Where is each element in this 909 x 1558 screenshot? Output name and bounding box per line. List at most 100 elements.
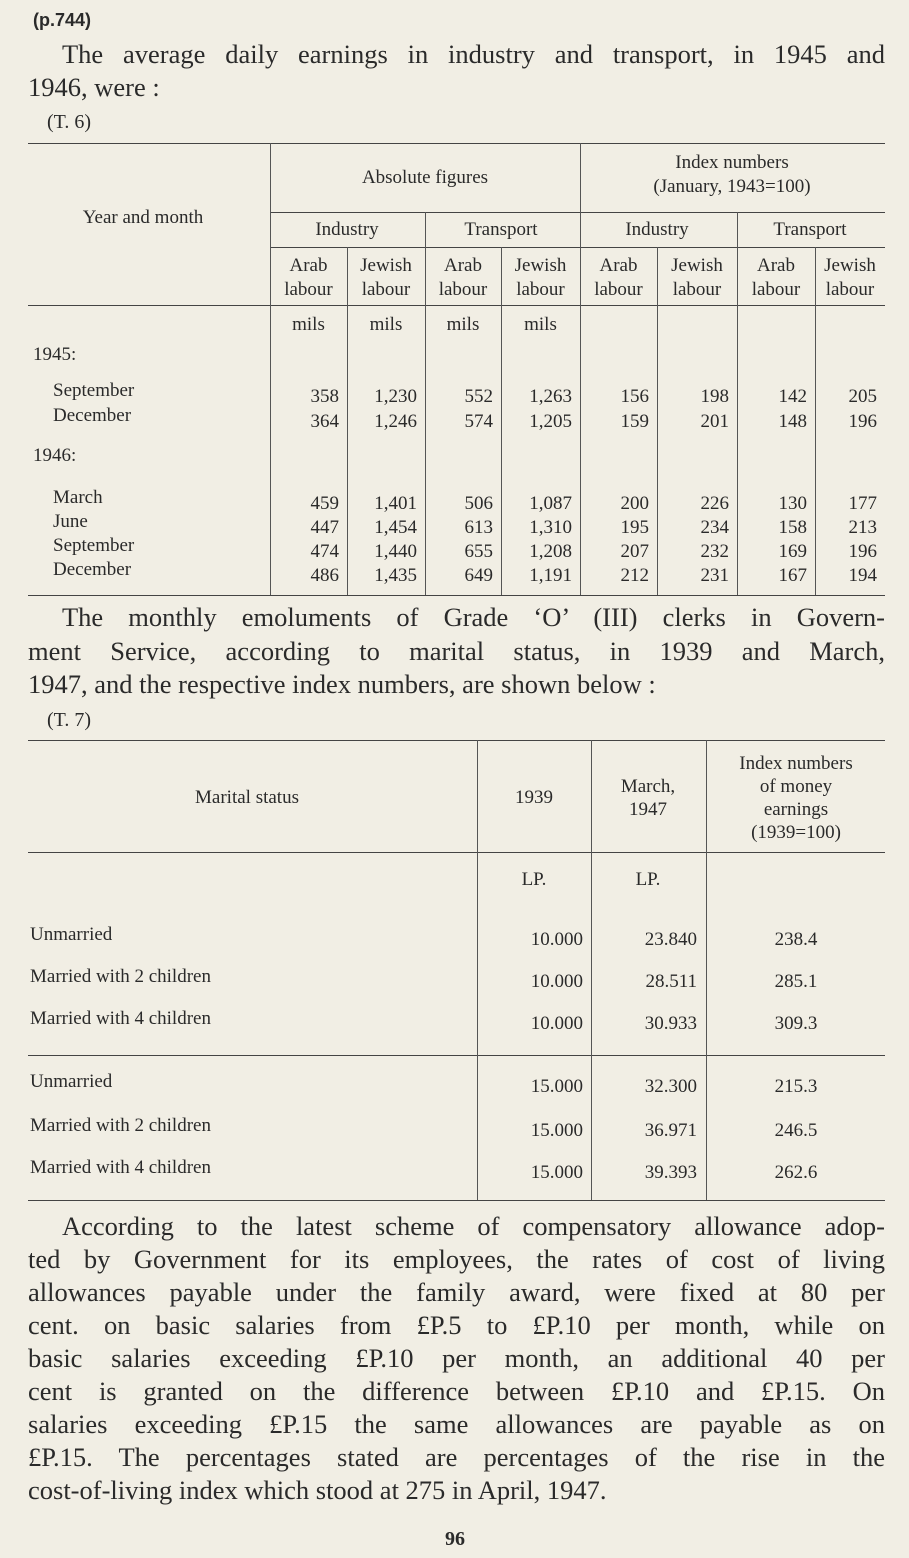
rule <box>270 247 885 249</box>
table-cell: 655 <box>464 541 494 562</box>
table-cell: 1,263 <box>529 386 572 407</box>
paragraph-line: 1947, and the respective index numbers, … <box>28 669 656 699</box>
rule <box>477 740 479 1200</box>
column-header: (1939=100) <box>751 821 841 843</box>
row-label: Married with 4 children <box>30 1157 211 1178</box>
column-header: Transport <box>464 219 538 240</box>
column-header: labour <box>825 279 875 300</box>
table-cell: 10.000 <box>530 1013 583 1034</box>
rule <box>501 247 503 595</box>
table-cell: 1,435 <box>374 565 417 586</box>
table-cell: 194 <box>848 565 878 586</box>
table-cell: 207 <box>620 541 650 562</box>
table-cell: 1,440 <box>374 541 417 562</box>
paragraph-line: 1946, were : <box>28 72 160 102</box>
unit-label: mils <box>369 314 403 335</box>
column-header: labour <box>672 279 722 300</box>
column-header: Industry <box>315 219 379 240</box>
table-cell: 1,191 <box>529 565 572 586</box>
row-label: Married with 4 children <box>30 1008 211 1029</box>
table-cell: 1,208 <box>529 541 572 562</box>
table-cell: 506 <box>464 493 494 514</box>
table-cell: 1,401 <box>374 493 417 514</box>
table-cell: 39.393 <box>644 1162 697 1183</box>
column-header: Arab <box>757 255 795 276</box>
column-header: Industry <box>625 219 689 240</box>
paragraph-line: The monthly emoluments of Grade ‘O’ (III… <box>62 602 885 632</box>
column-header: Jewish <box>514 255 567 276</box>
paragraph-line: According to the latest scheme of compen… <box>62 1211 885 1241</box>
page-reference: (p.744) <box>33 10 92 30</box>
paragraph-line: £P.15. The percentages stated are percen… <box>28 1442 885 1472</box>
rule <box>270 212 885 214</box>
column-header: Absolute figures <box>361 167 489 188</box>
unit-label: mils <box>446 314 480 335</box>
rule <box>28 1055 885 1057</box>
rule <box>591 740 593 1200</box>
table-cell: 23.840 <box>644 929 697 950</box>
row-label: Unmarried <box>30 1071 113 1092</box>
rule <box>28 305 885 307</box>
rule <box>657 247 659 595</box>
row-group-label: 1945: <box>33 344 77 365</box>
table-cell: 226 <box>700 493 730 514</box>
column-header: labour <box>284 279 333 300</box>
row-label: Unmarried <box>30 924 113 945</box>
column-header: Arab <box>289 255 328 276</box>
row-label: December <box>53 559 132 580</box>
row-group-label: 1946: <box>33 445 77 466</box>
column-header: 1939 <box>515 787 553 808</box>
table-cell: 613 <box>464 517 494 538</box>
table-cell: 234 <box>700 517 730 538</box>
table-cell: 10.000 <box>530 971 583 992</box>
column-header: (January, 1943=100) <box>653 176 811 197</box>
column-header: of money <box>759 775 833 797</box>
paragraph-line: The average daily earnings in industry a… <box>62 39 885 69</box>
paragraph-line: allowances payable under the family awar… <box>28 1277 885 1307</box>
table-cell: 232 <box>700 541 730 562</box>
row-label: Married with 2 children <box>30 1115 211 1136</box>
paragraph-line: cost-of-living index which stood at 275 … <box>28 1475 607 1505</box>
row-label: September <box>53 380 135 401</box>
column-header: March, <box>620 775 676 797</box>
table-cell: 474 <box>310 541 340 562</box>
rule <box>28 740 885 742</box>
table-cell: 213 <box>848 517 878 538</box>
row-label: Married with 2 children <box>30 966 211 987</box>
table-cell: 1,454 <box>374 517 417 538</box>
table-cell: 196 <box>848 541 878 562</box>
table-cell: 1,310 <box>529 517 572 538</box>
table-cell: 246.5 <box>774 1120 818 1141</box>
row-label: December <box>53 405 132 426</box>
paragraph-line: basic salaries exceeding £P.10 per month… <box>28 1343 885 1373</box>
table-cell: 177 <box>848 493 878 514</box>
table-cell: 1,246 <box>374 411 417 432</box>
unit-label: LP. <box>521 869 547 890</box>
column-header: Arab <box>444 255 482 276</box>
row-label: June <box>53 511 88 532</box>
rule <box>737 212 739 595</box>
table-label: (T. 7) <box>47 709 92 731</box>
row-label: September <box>53 535 135 556</box>
column-header: labour <box>751 279 801 300</box>
table-cell: 195 <box>620 517 650 538</box>
table-cell: 142 <box>778 386 808 407</box>
unit-label: mils <box>524 314 557 335</box>
table-cell: 364 <box>310 411 340 432</box>
rule <box>28 143 885 145</box>
rule <box>28 1200 885 1202</box>
table-cell: 15.000 <box>530 1076 583 1097</box>
rule <box>28 852 885 854</box>
table-cell: 36.971 <box>644 1120 697 1141</box>
paragraph-line: cent. on basic salaries from £P.5 to £P.… <box>28 1310 885 1340</box>
table-cell: 552 <box>464 386 494 407</box>
column-header: Jewish <box>360 255 412 276</box>
table-cell: 158 <box>778 517 808 538</box>
column-header: Jewish <box>671 255 723 276</box>
rule <box>580 143 582 595</box>
table-cell: 30.933 <box>644 1013 697 1034</box>
table-cell: 148 <box>778 411 808 432</box>
table-cell: 447 <box>310 517 340 538</box>
rule <box>28 595 885 597</box>
table-cell: 201 <box>700 411 730 432</box>
